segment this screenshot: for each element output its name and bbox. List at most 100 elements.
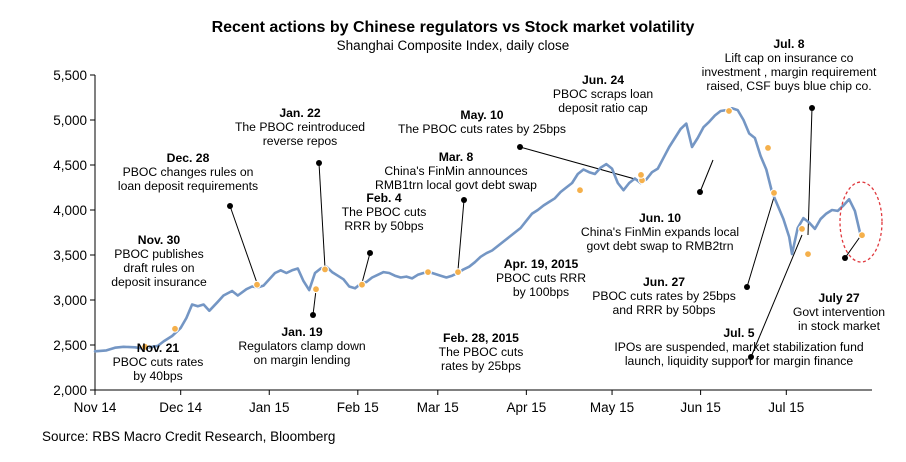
event-marker xyxy=(358,280,366,289)
annotation-date: Jun. 27 xyxy=(643,275,685,289)
annotation-text: PBOC changes rules on xyxy=(123,165,254,179)
annotation-text: The PBOC cuts xyxy=(439,345,524,359)
connector-line xyxy=(457,199,465,271)
annotation-text: PBOC scraps loan xyxy=(553,87,653,101)
connector-dot xyxy=(748,354,754,360)
x-tick-label: May 15 xyxy=(590,400,634,415)
connector-dot xyxy=(227,203,233,209)
y-axis: 2,000 2,500 3,000 3,500 4,000 4,500 5,000 5,500 xyxy=(53,68,96,398)
connector-line xyxy=(312,289,317,316)
annotation-date: Dec. 28 xyxy=(167,151,210,165)
annotation-date: Jul. 5 xyxy=(723,326,754,340)
annotation-date: Jun. 10 xyxy=(639,211,681,225)
annotation-date: Jan. 19 xyxy=(281,325,323,339)
connector-dot xyxy=(697,189,703,195)
event-marker xyxy=(253,280,261,289)
x-tick-label: Jun 15 xyxy=(680,400,721,415)
annotation-text: investment , margin requirement xyxy=(702,65,877,79)
connector-line xyxy=(746,196,775,288)
event-marker xyxy=(764,144,772,152)
source-note: Source: RBS Macro Credit Research, Bloom… xyxy=(42,429,335,444)
annotation-text: PBOC publishes xyxy=(114,247,203,261)
x-tick-label: Nov 14 xyxy=(74,400,117,415)
connector-line xyxy=(318,162,326,269)
event-marker xyxy=(725,107,733,115)
connector-line xyxy=(750,234,803,358)
chart-subtitle: Shanghai Composite Index, daily close xyxy=(337,38,570,53)
annotation-text: govt debt swap to RMB2trn xyxy=(587,239,734,253)
connector-dot xyxy=(517,144,523,150)
annotation-text: PBOC cuts rates xyxy=(113,355,204,369)
annotation-date: Jan. 22 xyxy=(279,106,321,120)
event-marker xyxy=(798,225,806,233)
annotation-text: raised, CSF buys blue chip co. xyxy=(706,79,871,93)
event-marker xyxy=(171,324,179,333)
event-marker xyxy=(141,342,149,351)
x-tick-label: Dec 14 xyxy=(159,400,202,415)
x-tick-label: Jan 15 xyxy=(249,400,290,415)
annotation-connectors xyxy=(229,107,863,358)
index-series-line xyxy=(93,107,862,353)
y-tick-label: 2,000 xyxy=(53,383,87,398)
event-marker xyxy=(424,268,432,277)
highlight-circle xyxy=(839,181,883,263)
x-tick-label: Jul 15 xyxy=(768,400,804,415)
connector-dot xyxy=(744,284,750,290)
connector-line xyxy=(519,146,643,182)
annotation-text: Govt intervention xyxy=(793,305,885,319)
annotation-text: The PBOC cuts rates by 25bps xyxy=(398,122,566,136)
annotation-date: Apr. 19, 2015 xyxy=(504,257,579,271)
x-tick-label: Feb 15 xyxy=(337,400,379,415)
connector-dot xyxy=(310,312,316,318)
connector-dot xyxy=(809,105,815,111)
annotation-text: by 100bps xyxy=(513,285,569,299)
event-marker xyxy=(637,171,645,179)
y-tick-label: 2,500 xyxy=(53,338,87,353)
annotation-text: PBOC cuts RRR xyxy=(496,271,586,285)
event-markers xyxy=(141,107,866,351)
annotation-text: launch, liquidity support for margin fin… xyxy=(625,354,854,368)
annotation-date: Mar. 8 xyxy=(439,150,474,164)
annotation-text: China's FinMin expands local xyxy=(581,225,739,239)
annotation-text: RRR by 50bps xyxy=(344,219,423,233)
annotation-text: deposit insurance xyxy=(111,275,207,289)
annotation-text: RMB1trn local govt debt swap xyxy=(375,178,537,192)
y-tick-label: 5,000 xyxy=(53,113,87,128)
event-marker xyxy=(576,186,584,195)
y-tick-label: 3,500 xyxy=(53,248,87,263)
event-marker xyxy=(804,250,812,259)
x-tick-label: Mar 15 xyxy=(417,400,459,415)
connector-line xyxy=(361,252,371,284)
annotation-text: The PBOC cuts xyxy=(342,205,427,219)
annotation-date: Feb. 28, 2015 xyxy=(443,331,519,345)
connector-line xyxy=(807,107,813,236)
connector-dot xyxy=(461,197,467,203)
event-marker xyxy=(312,285,320,294)
annotation-date: Feb. 4 xyxy=(366,191,401,205)
event-marker xyxy=(770,189,778,197)
x-tick-label: Apr 15 xyxy=(506,400,546,415)
y-tick-label: 4,000 xyxy=(53,203,87,218)
connector-line xyxy=(699,159,714,193)
annotation-text: IPOs are suspended, market stabilization… xyxy=(614,340,863,354)
event-marker xyxy=(321,265,329,274)
connector-dot xyxy=(842,255,848,261)
annotation-text: Lift cap on insurance co xyxy=(725,51,854,65)
y-tick-label: 4,500 xyxy=(53,158,87,173)
annotation-text: The PBOC reintroduced xyxy=(235,120,365,134)
